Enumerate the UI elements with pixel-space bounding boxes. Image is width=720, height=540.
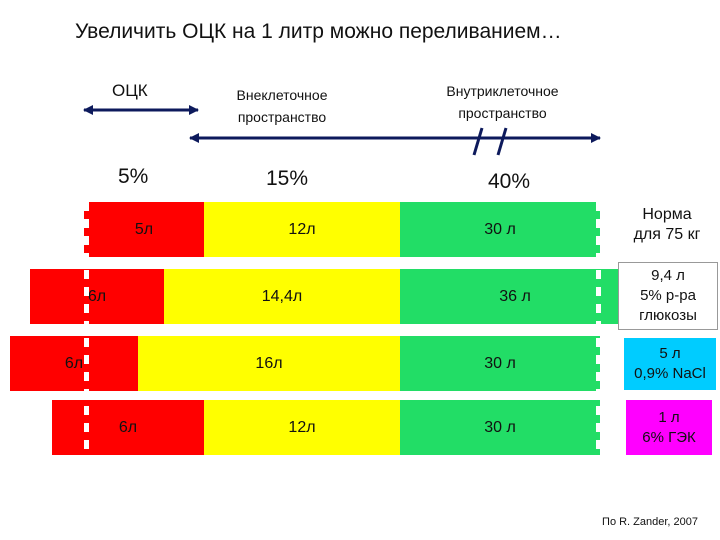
header-intracellular-line2: пространство [458, 105, 547, 121]
reference-line-right [596, 202, 601, 457]
label-norm-line1: Норма [642, 206, 692, 223]
percent-extracellular: 15% [266, 167, 309, 190]
break-mark-left [472, 127, 484, 156]
source-credit: По R. Zander, 2007 [602, 516, 698, 528]
label-hes: 1 л 6% ГЭК [626, 400, 712, 455]
bar-segment-extracellular: 12л [204, 400, 400, 455]
label-glucose-line1: 9,4 л [651, 267, 685, 284]
bar-row-glucose: 6л 14,4л 36 л [30, 269, 630, 324]
label-nacl-line1: 5 л [659, 345, 681, 362]
bar-segment-extracellular: 12л [204, 202, 400, 257]
bar-row-nacl: 6л 16л 30 л [10, 336, 600, 391]
label-norm-line2: для 75 кг [633, 226, 701, 243]
bar-segment-ock: 6л [30, 269, 164, 324]
label-glucose-line3: глюкозы [639, 307, 697, 324]
bar-segment-intracellular: 36 л [400, 269, 630, 324]
percent-ock: 5% [118, 165, 149, 188]
bar-segment-intracellular: 30 л [400, 202, 600, 257]
page-title: Увеличить ОЦК на 1 литр можно переливани… [75, 20, 562, 43]
bar-segment-ock: 5л [84, 202, 204, 257]
header-extracellular-line2: пространство [237, 109, 327, 125]
header-intracellular: Внутриклеточное пространство [430, 80, 575, 124]
percent-intracellular: 40% [488, 170, 531, 193]
bar-segment-extracellular: 16л [138, 336, 400, 391]
break-mark-right [496, 127, 508, 156]
bar-row-norm: 5л 12л 30 л [84, 202, 600, 257]
label-glucose-line2: 5% р-ра [640, 287, 696, 304]
label-hes-line1: 1 л [658, 408, 680, 426]
bar-segment-ock: 6л [10, 336, 138, 391]
bar-segment-extracellular: 14,4л [164, 269, 400, 324]
reference-line-left [84, 202, 89, 457]
bar-segment-intracellular: 30 л [400, 400, 600, 455]
label-nacl: 5 л 0,9% NaCl [624, 338, 716, 390]
bar-segment-ock: 6л [52, 400, 204, 455]
label-norm: Норма для 75 кг [618, 200, 716, 250]
arrows [83, 105, 601, 156]
header-intracellular-line1: Внутриклеточное [446, 83, 559, 99]
header-extracellular: Внеклеточное пространство [222, 84, 342, 128]
header-ock: ОЦК [112, 81, 148, 100]
label-glucose: 9,4 л 5% р-ра глюкозы [618, 262, 718, 330]
header-extracellular-line1: Внеклеточное [236, 87, 328, 103]
label-nacl-line2: 0,9% NaCl [634, 365, 706, 382]
bar-segment-intracellular: 30 л [400, 336, 600, 391]
bar-row-hes: 6л 12л 30 л [52, 400, 600, 455]
label-hes-line2: 6% ГЭК [642, 428, 696, 446]
